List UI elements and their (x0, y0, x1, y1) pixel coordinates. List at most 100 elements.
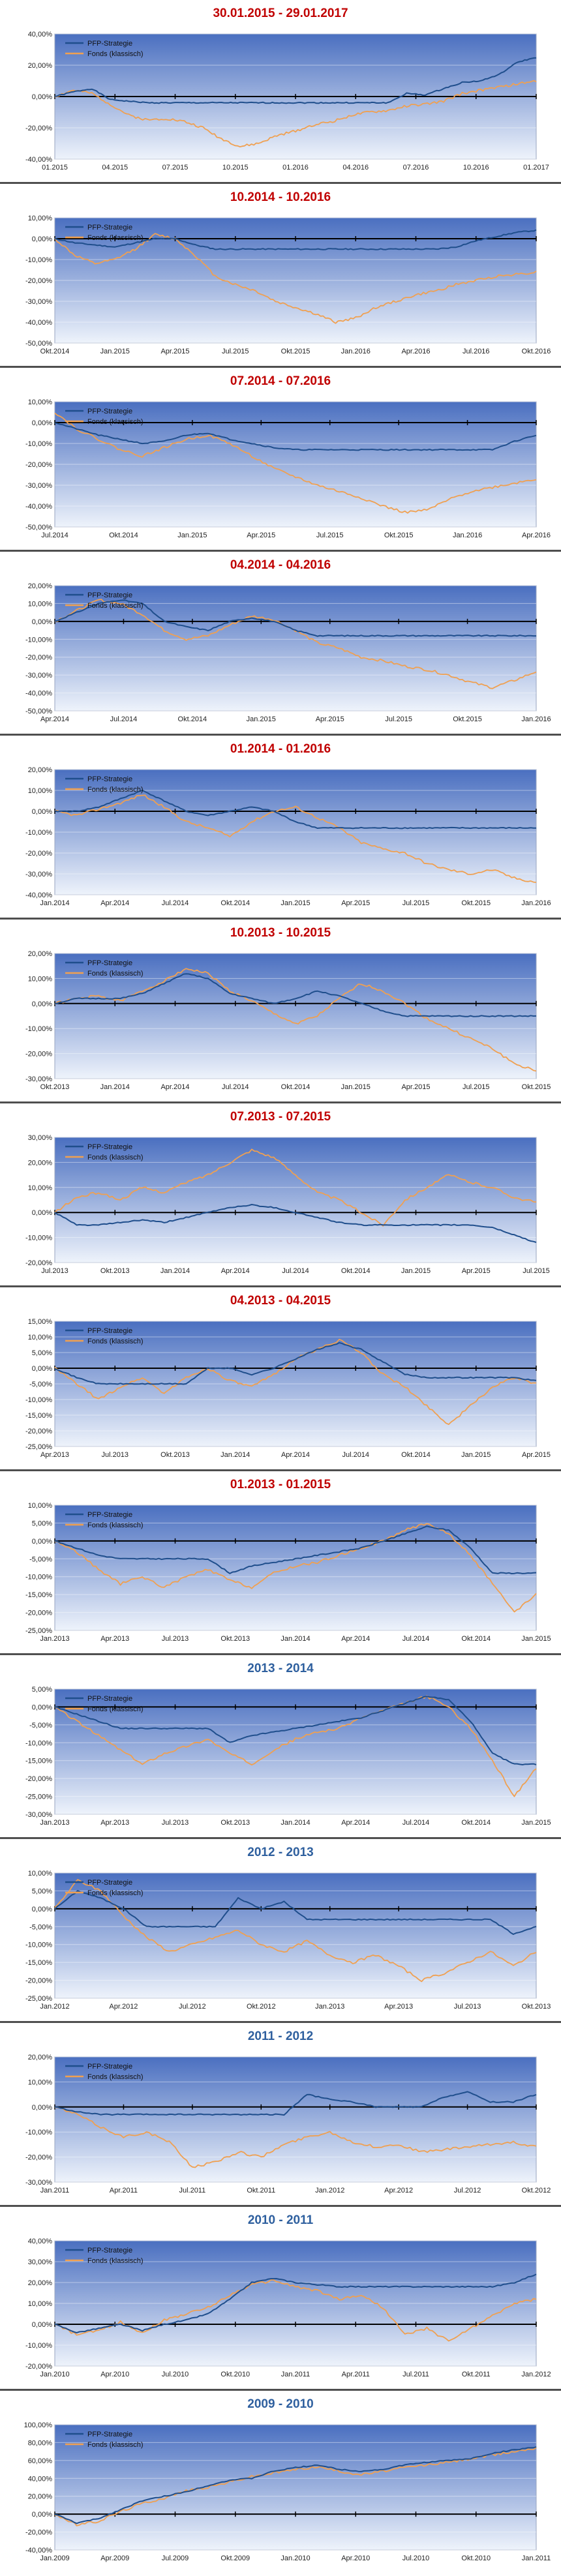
x-tick-label: Jul.2011 (179, 2187, 205, 2194)
plot-area (54, 769, 537, 895)
series-line-fonds (54, 2447, 537, 2526)
line-chart: 07.2014 - 07.2016 10,00% 0,00% -10,00% -20,0… (25, 374, 551, 539)
x-tick-label: Apr.2014 (341, 1635, 370, 1643)
x-tick-label: Okt.2010 (461, 2554, 491, 2562)
y-tick-label: -20,00% (25, 2363, 52, 2371)
legend-label: Fonds (klassisch) (87, 1889, 144, 1897)
x-tick-label: Jan.2011 (522, 2554, 551, 2562)
y-tick-label: -50,00% (25, 708, 52, 715)
y-tick-label: 10,00% (28, 2300, 53, 2308)
line-chart: 2012 - 2013 10,00% 5,00% 0,00% -5,00% -10,00%… (25, 1846, 551, 2011)
y-tick-label: -5,00% (29, 1555, 52, 1563)
series-line-pfp (54, 422, 537, 451)
x-tick-label: Jul.2014 (402, 1635, 430, 1643)
x-tick-label: Jan.2012 (521, 2371, 551, 2378)
line-chart: 04.2013 - 04.2015 15,00% 10,00% 5,00% 0,00% -… (25, 1294, 551, 1459)
y-tick-label: -15,00% (25, 1591, 52, 1599)
y-tick-label: 0,00% (32, 808, 52, 816)
y-tick-label: -25,00% (25, 1793, 52, 1801)
x-tick-label: Apr.2011 (342, 2371, 370, 2378)
x-tick-label: Jan.2015 (521, 1635, 551, 1643)
legend-label: Fonds (klassisch) (87, 602, 144, 610)
plot-area (54, 2240, 537, 2367)
y-tick-label: -40,00% (25, 503, 52, 511)
y-tick-label: 10,00% (28, 975, 53, 983)
legend-label: Fonds (klassisch) (87, 234, 144, 242)
series-line-pfp (54, 229, 537, 250)
x-tick-label: Apr.2014 (160, 1083, 189, 1091)
x-tick-label: Jan.2011 (281, 2371, 310, 2378)
legend-label: Fonds (klassisch) (87, 1338, 144, 1345)
y-tick-label: 30,00% (28, 2258, 53, 2266)
x-tick-label: Jul.2012 (179, 2003, 206, 2011)
y-tick-label: 30,00% (28, 1134, 53, 1142)
y-tick-label: 40,00% (28, 2238, 53, 2245)
x-tick-label: Jan.2010 (40, 2371, 69, 2378)
series-line-fonds (54, 233, 537, 324)
chart-title: 2009 - 2010 (247, 2397, 313, 2411)
x-tick-label: Okt.2014 (40, 348, 70, 355)
x-tick-label: Apr.2009 (100, 2554, 129, 2562)
plot-area (54, 2424, 537, 2551)
x-tick-label: Jul.2013 (162, 1635, 189, 1643)
y-tick-label: -40,00% (25, 156, 52, 164)
y-tick-label: 0,00% (32, 1000, 52, 1008)
series-line-pfp (54, 2446, 537, 2524)
x-tick-label: Okt.2014 (109, 532, 138, 539)
x-tick-label: Jul.2013 (101, 1451, 129, 1459)
legend-label: PFP-Strategie (87, 40, 132, 48)
y-tick-label: -50,00% (25, 524, 52, 532)
series-line-fonds (54, 599, 537, 689)
x-tick-label: Apr.2013 (100, 1635, 129, 1643)
legend-label: Fonds (klassisch) (87, 1521, 144, 1529)
x-tick-label: Okt.2011 (462, 2371, 491, 2378)
chart-separator (0, 2205, 561, 2207)
y-tick-label: 5,00% (32, 1686, 52, 1694)
y-tick-label: 15,00% (28, 1318, 53, 1326)
series-line-pfp (54, 1341, 537, 1385)
y-tick-label: -10,00% (25, 1739, 52, 1747)
y-tick-label: -20,00% (25, 1610, 52, 1617)
y-tick-label: 0,00% (32, 2321, 52, 2329)
x-tick-label: Apr.2014 (100, 899, 129, 907)
y-tick-label: -10,00% (25, 1574, 52, 1581)
x-tick-label: Jul.2010 (162, 2371, 189, 2378)
x-tick-label: Jul.2013 (162, 1819, 189, 1827)
x-tick-label: Jan.2015 (341, 1083, 371, 1091)
x-tick-label: Apr.2014 (221, 1267, 250, 1275)
y-tick-label: -40,00% (25, 690, 52, 698)
x-tick-label: Okt.2009 (220, 2554, 250, 2562)
plot-area (54, 1505, 537, 1631)
y-tick-label: 0,00% (32, 1365, 52, 1373)
y-tick-label: -20,00% (25, 1428, 52, 1435)
x-tick-label: Jul.2015 (385, 715, 412, 723)
y-tick-label: 0,00% (32, 1209, 52, 1217)
x-tick-label: Jan.2016 (521, 899, 551, 907)
x-tick-label: Apr.2014 (281, 1451, 310, 1459)
chart-separator (0, 1101, 561, 1103)
y-tick-label: 10,00% (28, 215, 53, 222)
line-chart: 01.2013 - 01.2015 10,00% 5,00% 0,00% -5,00% -… (25, 1478, 551, 1643)
y-tick-label: 20,00% (28, 2493, 53, 2501)
x-tick-label: Jan.2014 (160, 1267, 190, 1275)
y-tick-label: -20,00% (25, 654, 52, 662)
chart-title: 30.01.2015 - 29.01.2017 (213, 7, 348, 20)
chart-title: 07.2013 - 07.2015 (230, 1110, 331, 1124)
x-tick-label: Jul.2012 (454, 2187, 481, 2194)
y-tick-label: 0,00% (32, 1703, 52, 1711)
x-tick-label: Jul.2014 (110, 715, 138, 723)
x-tick-label: Okt.2014 (461, 1819, 491, 1827)
legend-label: Fonds (klassisch) (87, 786, 144, 794)
chart-title: 10.2014 - 10.2016 (230, 190, 331, 204)
x-tick-label: Jan.2014 (100, 1083, 130, 1091)
line-chart: 10.2013 - 10.2015 20,00% 10,00% 0,00% -10,00… (25, 926, 551, 1091)
legend-label: PFP-Strategie (87, 2063, 132, 2071)
y-tick-label: -15,00% (25, 1959, 52, 1967)
y-tick-label: -20,00% (25, 1775, 52, 1783)
y-tick-label: -10,00% (25, 636, 52, 644)
series-line-fonds (54, 80, 537, 148)
x-tick-label: Apr.2015 (316, 715, 344, 723)
x-tick-label: Okt.2012 (522, 2187, 551, 2194)
x-tick-label: Apr.2010 (341, 2554, 370, 2562)
line-chart: 30.01.2015 - 29.01.2017 40,00% 20,00% 0,00%… (25, 7, 549, 172)
